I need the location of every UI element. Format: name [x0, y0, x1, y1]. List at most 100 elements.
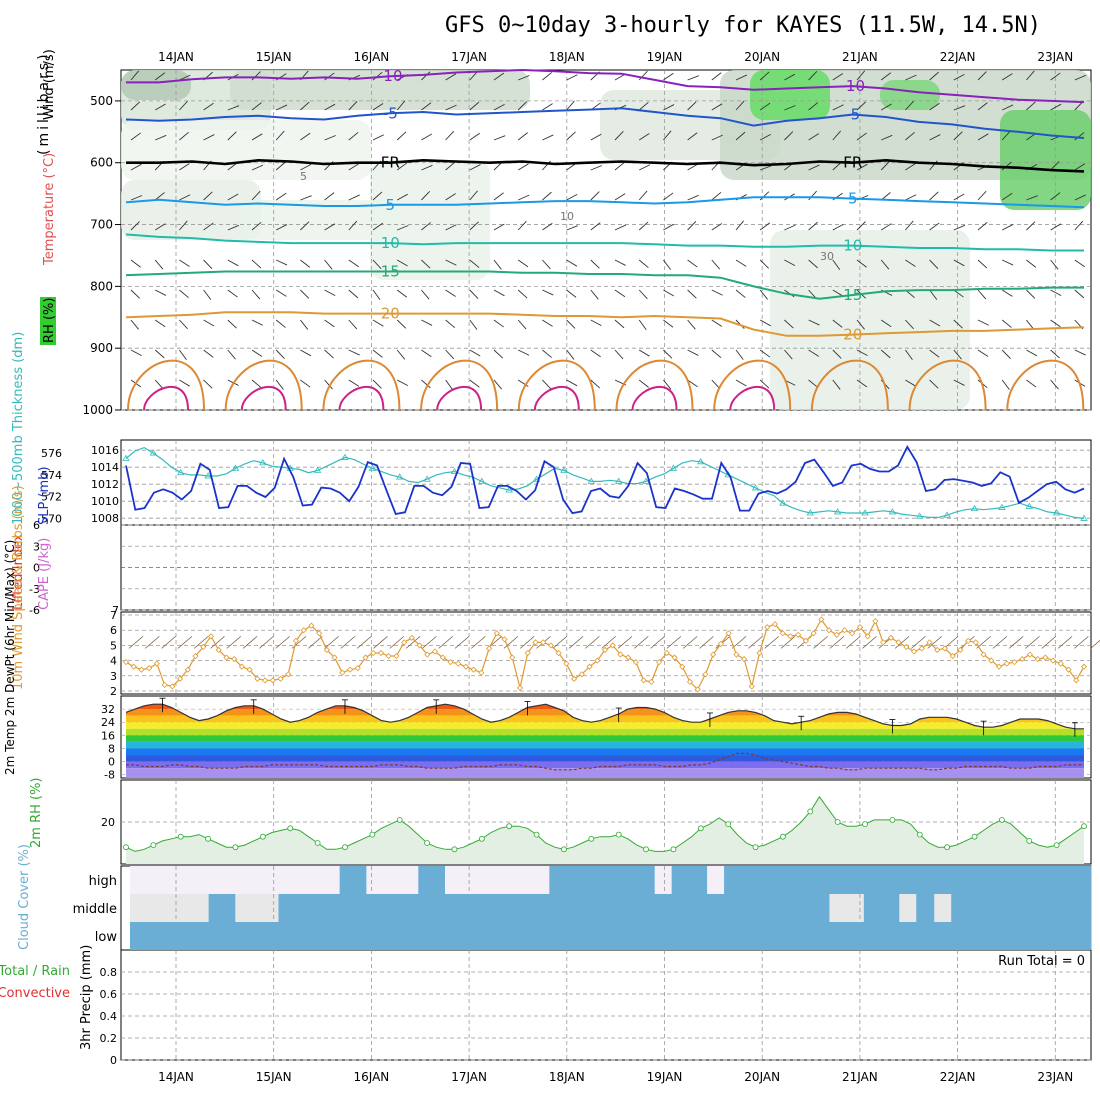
cloud-cell: [973, 922, 983, 950]
wind10-barb: [340, 636, 356, 649]
wind10-point: [161, 681, 168, 688]
thickness-point: [1052, 509, 1061, 516]
cloud-cell: [959, 894, 970, 922]
wind-barb: [445, 379, 454, 390]
cloud-cell: [549, 894, 559, 922]
cloud-cell: [293, 922, 303, 950]
wind10-point: [787, 633, 794, 640]
wind10-barb: [862, 636, 877, 649]
wind-barb: [1074, 220, 1084, 231]
wind-barb: [638, 349, 650, 357]
cloud-cell: [671, 866, 681, 894]
wind10-point: [192, 652, 199, 660]
wind-barb: [251, 71, 261, 81]
wind-barb: [421, 319, 433, 326]
wind-barb: [130, 70, 140, 81]
wind-barb: [808, 102, 819, 111]
cloud-cell: [1021, 894, 1031, 922]
rh-point: [424, 840, 430, 846]
slp-tick-label: 1014: [91, 461, 119, 474]
wind-barb: [784, 131, 794, 141]
wind-barb: [735, 131, 746, 141]
wind-barb: [905, 319, 914, 330]
cloud-level-label: middle: [73, 902, 117, 917]
wind-barb: [735, 349, 744, 360]
wind-barb: [421, 71, 431, 81]
wind-barb: [977, 289, 987, 300]
wind10-point: [138, 666, 145, 673]
cloud-cell: [750, 866, 760, 894]
cloud-cell: [741, 894, 751, 922]
rh-point: [1053, 842, 1060, 848]
temp-band: [126, 735, 1084, 742]
wind-barb: [735, 259, 747, 267]
cloud-cell: [575, 866, 585, 894]
wind-barb: [929, 102, 940, 111]
cloud-cell: [689, 894, 699, 922]
cloud-cell: [697, 866, 708, 894]
wind10-point: [292, 637, 300, 644]
cloud-cell: [348, 894, 358, 922]
cloud-cell: [619, 894, 629, 922]
rh-point: [232, 844, 239, 851]
wind10-barb: [405, 636, 421, 649]
wind10-barb: [1074, 636, 1089, 649]
cloud-cell: [881, 866, 891, 894]
wind-barb: [445, 130, 455, 141]
wind-barb: [638, 379, 649, 388]
cloud-cell: [574, 922, 584, 950]
wind10-point: [470, 666, 477, 673]
cloud-cell: [558, 894, 568, 922]
thickness-point: [505, 486, 513, 493]
temp-tick-label: 0: [108, 756, 115, 769]
wind10-barb: [813, 636, 828, 649]
wind-barb: [445, 104, 457, 111]
wind-barb: [372, 289, 381, 300]
wind-tick-label: 7: [110, 609, 117, 622]
wind10-point: [169, 683, 176, 690]
cloud-cell: [1009, 922, 1019, 950]
pressure-tick-label: 700: [90, 218, 113, 232]
wind-barb: [1002, 259, 1014, 266]
wind-barb: [251, 349, 263, 357]
surface-isotherm-loop: [517, 359, 596, 411]
cloud-cell: [837, 866, 847, 894]
cloud-cell: [510, 922, 521, 950]
wind10-point: [756, 649, 763, 657]
wind-barb: [638, 259, 649, 269]
surface-isotherm-loop-warm: [436, 386, 483, 411]
wind-barb: [275, 319, 286, 328]
wind-barb: [251, 289, 261, 300]
isotherm-label: -5: [845, 106, 860, 124]
cloud-cell: [1064, 894, 1075, 922]
wind-barb: [276, 259, 288, 266]
wind10-point: [918, 645, 925, 652]
cloud-cell: [610, 922, 621, 950]
thickness-point: [861, 509, 869, 516]
wind10-barb: [1025, 636, 1040, 649]
wind10-point: [215, 646, 222, 654]
wind-barb: [856, 132, 867, 141]
wind-barb: [469, 132, 481, 141]
wind-barb: [300, 101, 310, 111]
wind-barb: [1074, 259, 1086, 268]
wind10-point: [563, 660, 570, 667]
wind-barb: [154, 379, 164, 390]
wind10-point: [331, 654, 338, 661]
wind-barb: [493, 223, 505, 231]
isotherm-label: 10: [843, 237, 862, 255]
wind-barb: [1001, 319, 1012, 328]
wind-barb: [542, 259, 551, 270]
wind-barb: [227, 319, 237, 329]
cloud-cell: [918, 922, 929, 950]
cloud-cell: [637, 922, 648, 950]
thickness-point: [396, 473, 404, 480]
cloud-cell: [1021, 866, 1031, 894]
wind10-barb: [927, 636, 942, 649]
wind-barb: [977, 190, 987, 201]
cloud-cell: [1029, 866, 1040, 894]
wind-barb: [1050, 223, 1062, 231]
wind-barb: [856, 101, 867, 111]
wind10-point: [980, 651, 987, 658]
surface-isotherm-loop-warm: [240, 386, 287, 411]
